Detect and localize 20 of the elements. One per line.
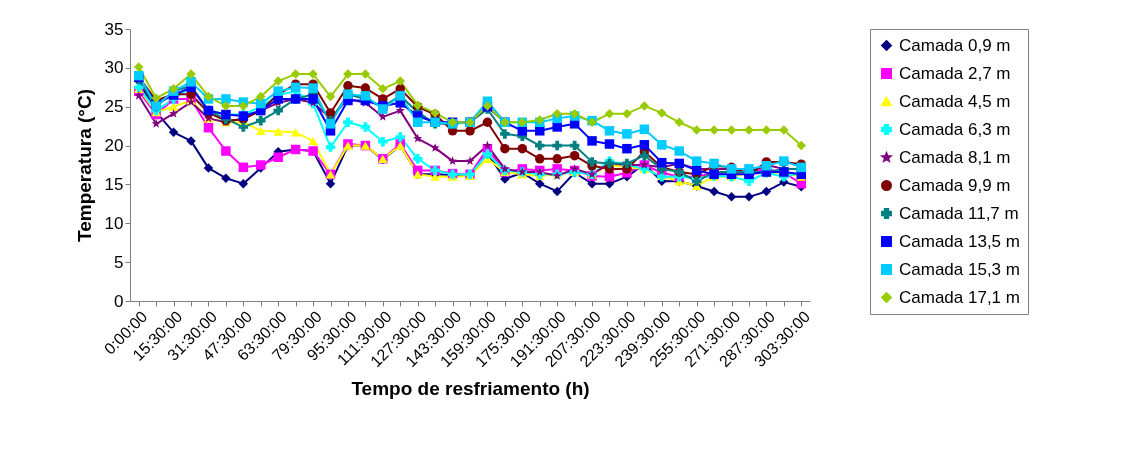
y-tick-label: 15 bbox=[104, 174, 124, 194]
legend-label: Camada 13,5 m bbox=[899, 231, 1020, 251]
y-tick-label: 10 bbox=[104, 213, 124, 233]
y-tick-label: 0 bbox=[114, 291, 124, 311]
y-tick-label: 5 bbox=[114, 252, 124, 272]
legend-label: Camada 17,1 m bbox=[899, 287, 1020, 307]
legend-label: Camada 4,5 m bbox=[899, 91, 1011, 111]
legend-label: Camada 8,1 m bbox=[899, 147, 1011, 167]
y-tick-label: 35 bbox=[104, 19, 124, 39]
y-tick-label: 30 bbox=[104, 58, 124, 78]
y-tick-label: 25 bbox=[104, 97, 124, 117]
legend-label: Camada 15,3 m bbox=[899, 259, 1020, 279]
legend-label: Camada 0,9 m bbox=[899, 35, 1011, 55]
legend-label: Camada 6,3 m bbox=[899, 119, 1011, 139]
legend-label: Camada 2,7 m bbox=[899, 63, 1011, 83]
y-tick-label: 20 bbox=[104, 136, 124, 156]
y-axis-title: Temperatura (°C) bbox=[73, 89, 95, 242]
legend-label: Camada 9,9 m bbox=[899, 175, 1011, 195]
x-axis-title: Tempo de resfriamento (h) bbox=[351, 378, 590, 400]
legend-label: Camada 11,7 m bbox=[899, 203, 1019, 223]
